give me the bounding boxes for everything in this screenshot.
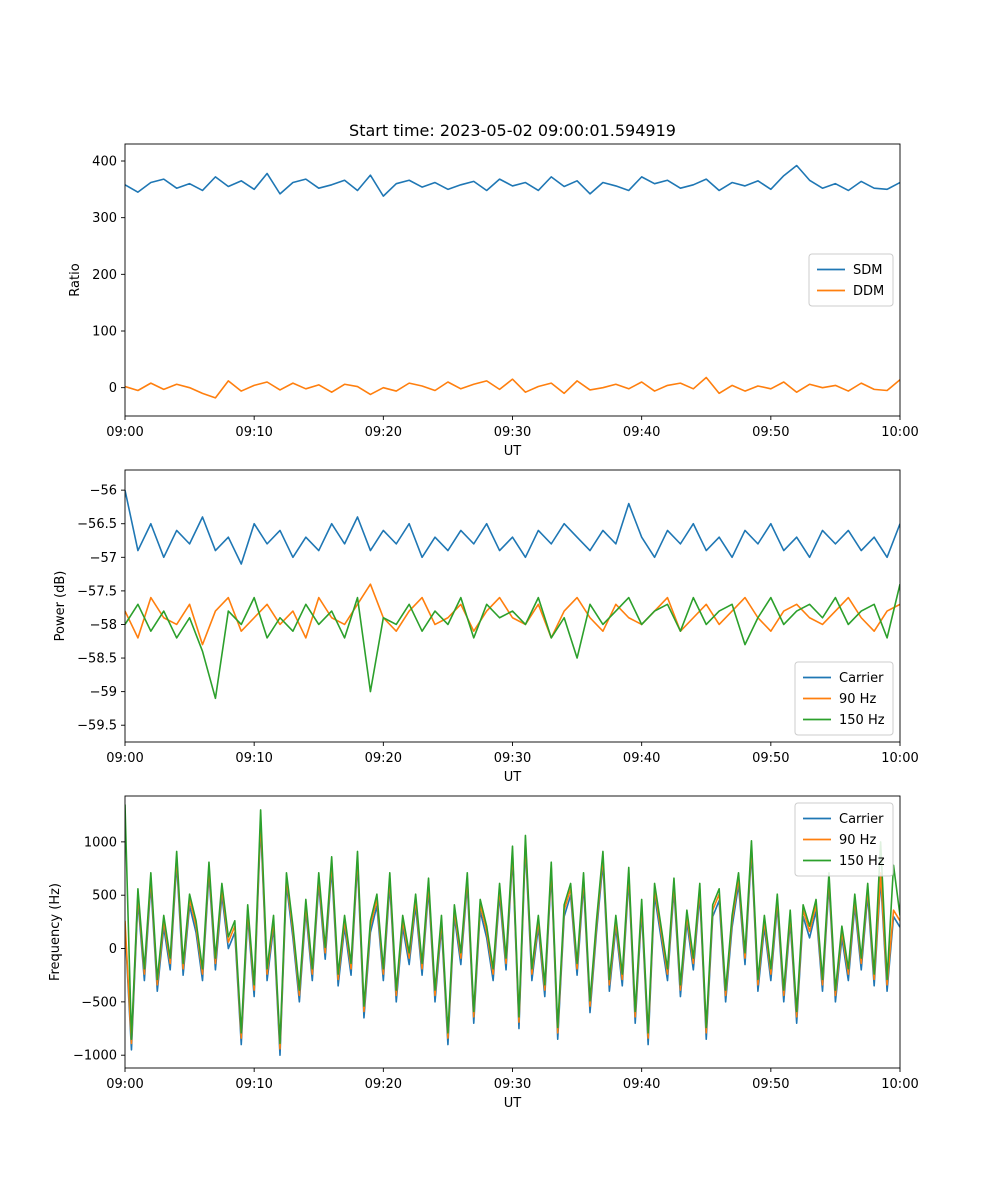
- legend-label: 90 Hz: [839, 692, 876, 707]
- x-tick-label: 09:50: [752, 1077, 789, 1092]
- y-tick-label: 400: [92, 155, 117, 170]
- y-tick-label: 1000: [84, 835, 117, 850]
- legend: Carrier 90 Hz 150 Hz: [794, 661, 894, 736]
- axes-frame: [124, 143, 901, 417]
- x-tick-label: 09:00: [106, 751, 143, 766]
- y-tick-label: 200: [92, 268, 117, 283]
- legend-label: 150 Hz: [839, 713, 885, 728]
- x-tick-label: 09:40: [623, 425, 660, 440]
- y-tick-label: −59: [90, 685, 117, 700]
- y-tick-label: 300: [92, 211, 117, 226]
- ratio-subplot: 09:00 09:10 09:20 09:30 09:40 09:50 10:00 0 100 2…: [68, 143, 919, 459]
- x-tick-label: 09:40: [623, 1077, 660, 1092]
- y-axis-label: Frequency (Hz): [48, 883, 63, 981]
- series-line-ddm: [125, 376, 900, 399]
- axes-frame: [124, 469, 901, 743]
- figure-title: Start time: 2023-05-02 09:00:01.594919: [349, 121, 676, 140]
- y-axis-label: Ratio: [68, 263, 83, 296]
- series-line-150-hz: [125, 804, 900, 1045]
- y-tick-label: 500: [92, 889, 117, 904]
- x-tick-label: 09:50: [752, 751, 789, 766]
- x-tick-label: 10:00: [881, 751, 918, 766]
- x-axis-label: UT: [504, 1096, 522, 1111]
- y-tick-label: −56.5: [77, 517, 117, 532]
- x-tick-label: 09:00: [106, 425, 143, 440]
- y-tick-label: 0: [109, 381, 117, 396]
- y-tick-label: −57.5: [77, 584, 117, 599]
- legend: SDM DDM: [808, 253, 894, 307]
- y-tick-label: −59.5: [77, 719, 117, 734]
- legend-box: [794, 802, 894, 877]
- frequency-subplot: 09:00 09:10 09:20 09:30 09:40 09:50 10:00 −1000…: [48, 795, 919, 1111]
- x-tick-label: 09:10: [235, 751, 272, 766]
- y-tick-label: 0: [109, 942, 117, 957]
- x-tick-label: 09:20: [365, 1077, 402, 1092]
- x-tick-label: 10:00: [881, 1077, 918, 1092]
- legend-label: DDM: [853, 284, 884, 299]
- x-tick-label: 09:30: [494, 751, 531, 766]
- x-tick-label: 09:50: [752, 425, 789, 440]
- x-tick-label: 09:30: [494, 425, 531, 440]
- x-tick-label: 09:20: [365, 425, 402, 440]
- legend-label: 150 Hz: [839, 854, 885, 869]
- y-tick-label: −1000: [73, 1049, 117, 1064]
- series-line-90-hz: [125, 583, 900, 646]
- y-tick-label: −500: [81, 995, 117, 1010]
- x-tick-label: 09:40: [623, 751, 660, 766]
- legend-label: 90 Hz: [839, 833, 876, 848]
- series-line-carrier: [125, 489, 900, 565]
- y-tick-label: −57: [90, 551, 117, 566]
- y-tick-label: −58.5: [77, 652, 117, 667]
- x-axis-label: UT: [504, 444, 522, 459]
- x-tick-label: 09:30: [494, 1077, 531, 1092]
- power-subplot: 09:00 09:10 09:20 09:30 09:40 09:50 10:00 −56 −5…: [53, 469, 919, 785]
- x-tick-label: 09:10: [235, 1077, 272, 1092]
- legend-label: SDM: [853, 263, 882, 278]
- x-tick-label: 09:00: [106, 1077, 143, 1092]
- y-tick-label: −56: [90, 484, 117, 499]
- x-axis-label: UT: [504, 770, 522, 785]
- legend: Carrier 90 Hz 150 Hz: [794, 802, 894, 877]
- legend-box: [794, 661, 894, 736]
- legend-label: Carrier: [839, 671, 884, 686]
- x-tick-label: 09:20: [365, 751, 402, 766]
- x-tick-label: 09:10: [235, 425, 272, 440]
- y-axis-label: Power (dB): [53, 571, 68, 642]
- y-tick-label: 100: [92, 325, 117, 340]
- series-line-sdm: [125, 164, 900, 197]
- x-tick-label: 10:00: [881, 425, 918, 440]
- legend-box: [808, 253, 894, 307]
- legend-label: Carrier: [839, 812, 884, 827]
- series-line-150-hz: [125, 583, 900, 700]
- y-tick-label: −58: [90, 618, 117, 633]
